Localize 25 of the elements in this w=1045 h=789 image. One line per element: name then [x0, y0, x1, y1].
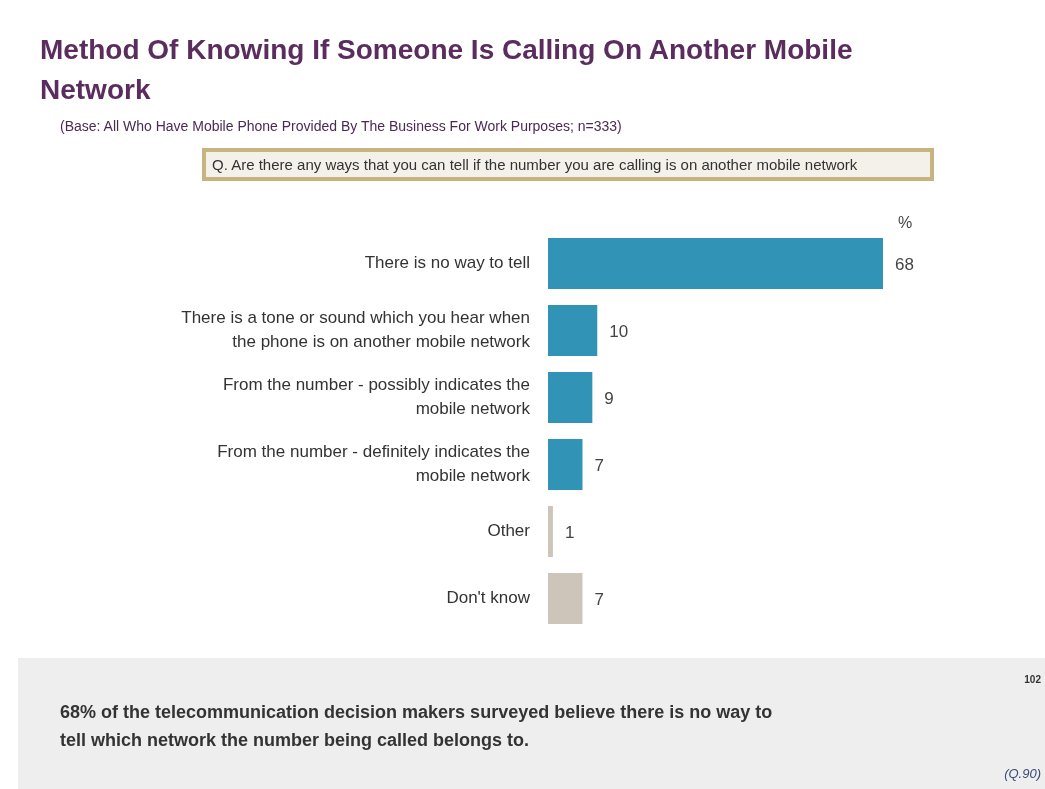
bar	[548, 238, 883, 289]
data-label: 9	[604, 388, 614, 408]
text: 102	[1024, 674, 1041, 685]
bar	[548, 305, 598, 356]
data-label: 7	[594, 589, 604, 609]
bar	[548, 439, 583, 490]
y-tick-label: Other	[487, 520, 531, 540]
data-label: 7	[594, 455, 604, 475]
bar	[548, 506, 553, 557]
data-label: 68	[895, 254, 914, 274]
y-tick-label: There is a tone or sound which you hear when the phone is on another mobile network	[181, 307, 531, 351]
data-label: 1	[564, 522, 575, 542]
y-tick-label: From the number - possibly indicates the mobile network	[222, 374, 531, 418]
text: Q. Are there any ways that you can tell if the number you are calling is on another mobile network	[202, 148, 934, 181]
chart-title: Method Of Knowing If Someone Is Calling On Another Mobile Network	[40, 33, 854, 107]
bar	[548, 573, 583, 624]
y-tick-label: Don't know	[446, 587, 531, 607]
data-label: 10	[609, 321, 629, 341]
text: %	[898, 214, 913, 232]
y-tick-label: From the number - definitely indicates the mobile network	[217, 441, 531, 485]
text: 68% of the telecommunication decision makers surveyed believe there is no way to tell which network the number being called belongs to.	[60, 701, 774, 752]
text: (Q.90)	[1004, 766, 1041, 781]
text: (Base: All Who Have Mobile Phone Provided By The Business For Work Purposes; n=333)	[60, 118, 622, 134]
y-tick-label: There is no way to tell	[364, 252, 530, 272]
bar	[548, 372, 593, 423]
